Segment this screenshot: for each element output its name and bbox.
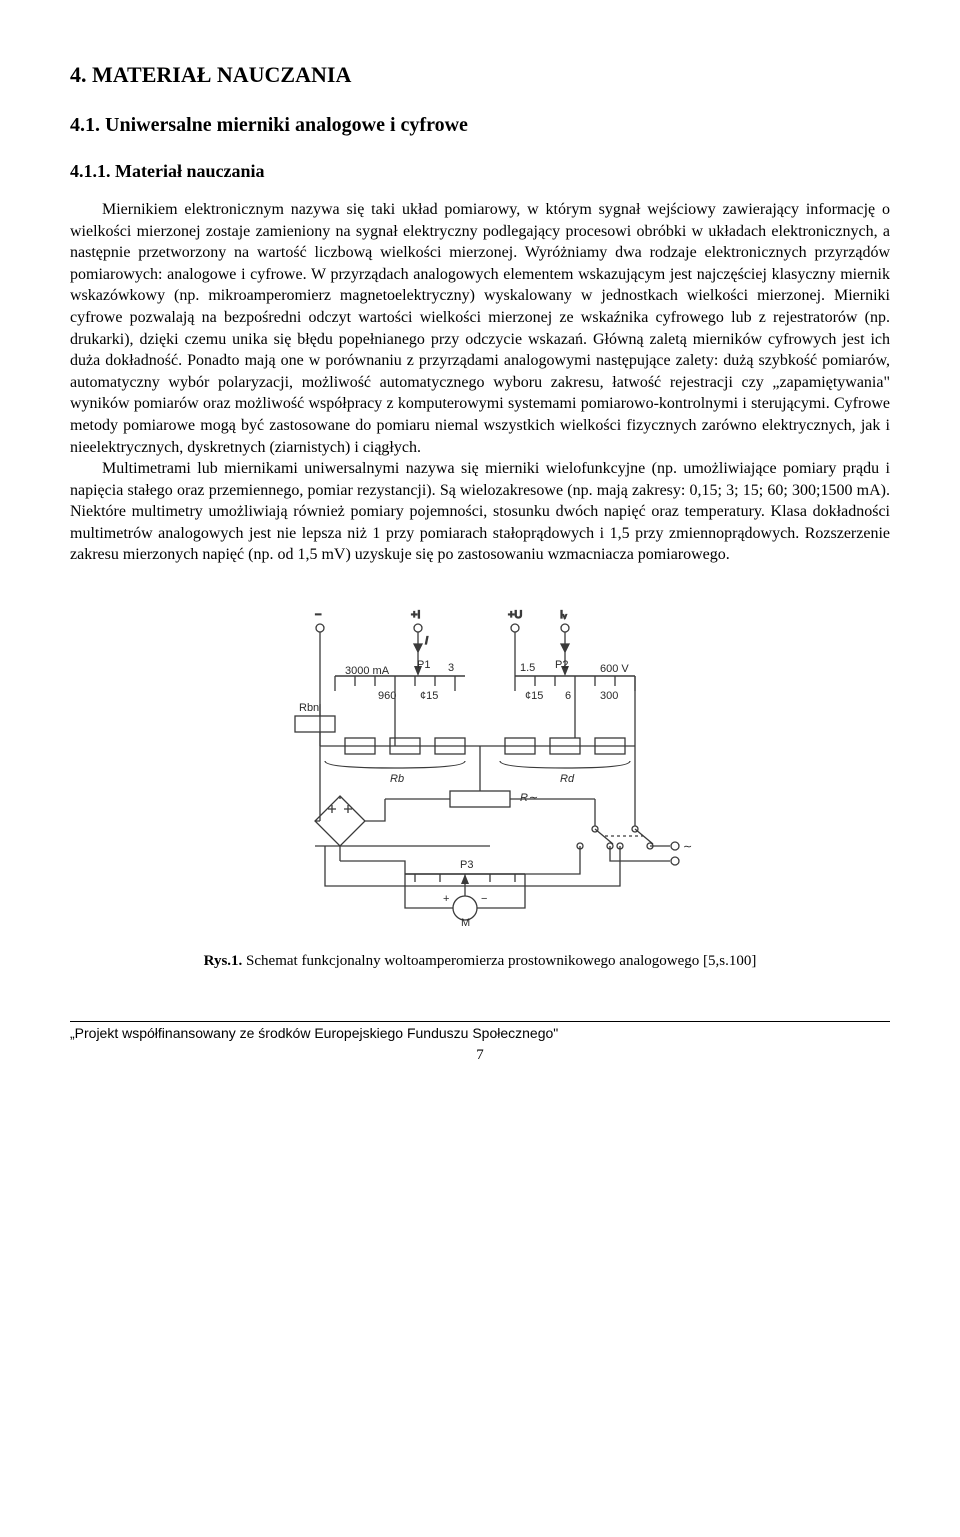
section-heading: 4. MATERIAŁ NAUCZANIA — [70, 60, 890, 90]
svg-text:Rbn: Rbn — [299, 702, 319, 714]
svg-text:300: 300 — [600, 690, 618, 702]
svg-text:M: M — [461, 917, 470, 926]
svg-text:600 V: 600 V — [600, 663, 629, 675]
subsubsection-heading: 4.1.1. Materiał nauczania — [70, 159, 890, 183]
svg-text:∼: ∼ — [683, 841, 692, 853]
svg-text:+: + — [443, 893, 449, 905]
svg-text:Iᵥ: Iᵥ — [560, 609, 567, 621]
svg-text:1.5: 1.5 — [520, 662, 535, 674]
svg-text:P1: P1 — [417, 659, 430, 671]
svg-text:3: 3 — [448, 662, 454, 674]
svg-text:¢15: ¢15 — [525, 690, 543, 702]
svg-text:+U: +U — [508, 609, 522, 621]
svg-text:3000 mA: 3000 mA — [345, 665, 390, 677]
svg-text:Rb: Rb — [390, 773, 404, 785]
figure-caption: Rys.1. Schemat funkcjonalny woltoamperom… — [70, 951, 890, 971]
svg-text:6: 6 — [565, 690, 571, 702]
body-paragraph: Multimetrami lub miernikami uniwersalnym… — [70, 458, 890, 566]
subsection-heading: 4.1. Uniwersalne mierniki analogowe i cy… — [70, 112, 890, 139]
svg-text:+I: +I — [411, 609, 420, 621]
svg-text:−: − — [315, 609, 321, 621]
schematic-svg: − +I +U I Iᵥ 3000 mA P1 3 960 ¢15 1.5 P — [265, 596, 695, 926]
svg-text:−: − — [481, 893, 487, 905]
svg-text:P3: P3 — [460, 859, 473, 871]
footer-rule — [70, 1021, 890, 1022]
svg-text:P2: P2 — [555, 659, 568, 671]
svg-text:R∼: R∼ — [520, 792, 538, 804]
schematic-figure: − +I +U I Iᵥ 3000 mA P1 3 960 ¢15 1.5 P — [70, 596, 890, 933]
footer-text: „Projekt współfinansowany ze środków Eur… — [70, 1024, 890, 1043]
svg-text:¢15: ¢15 — [420, 690, 438, 702]
svg-text:960: 960 — [378, 690, 396, 702]
svg-text:I: I — [425, 635, 428, 647]
body-paragraph: Miernikiem elektronicznym nazywa się tak… — [70, 199, 890, 458]
page-number: 7 — [70, 1045, 890, 1065]
svg-text:Rd: Rd — [560, 773, 575, 785]
